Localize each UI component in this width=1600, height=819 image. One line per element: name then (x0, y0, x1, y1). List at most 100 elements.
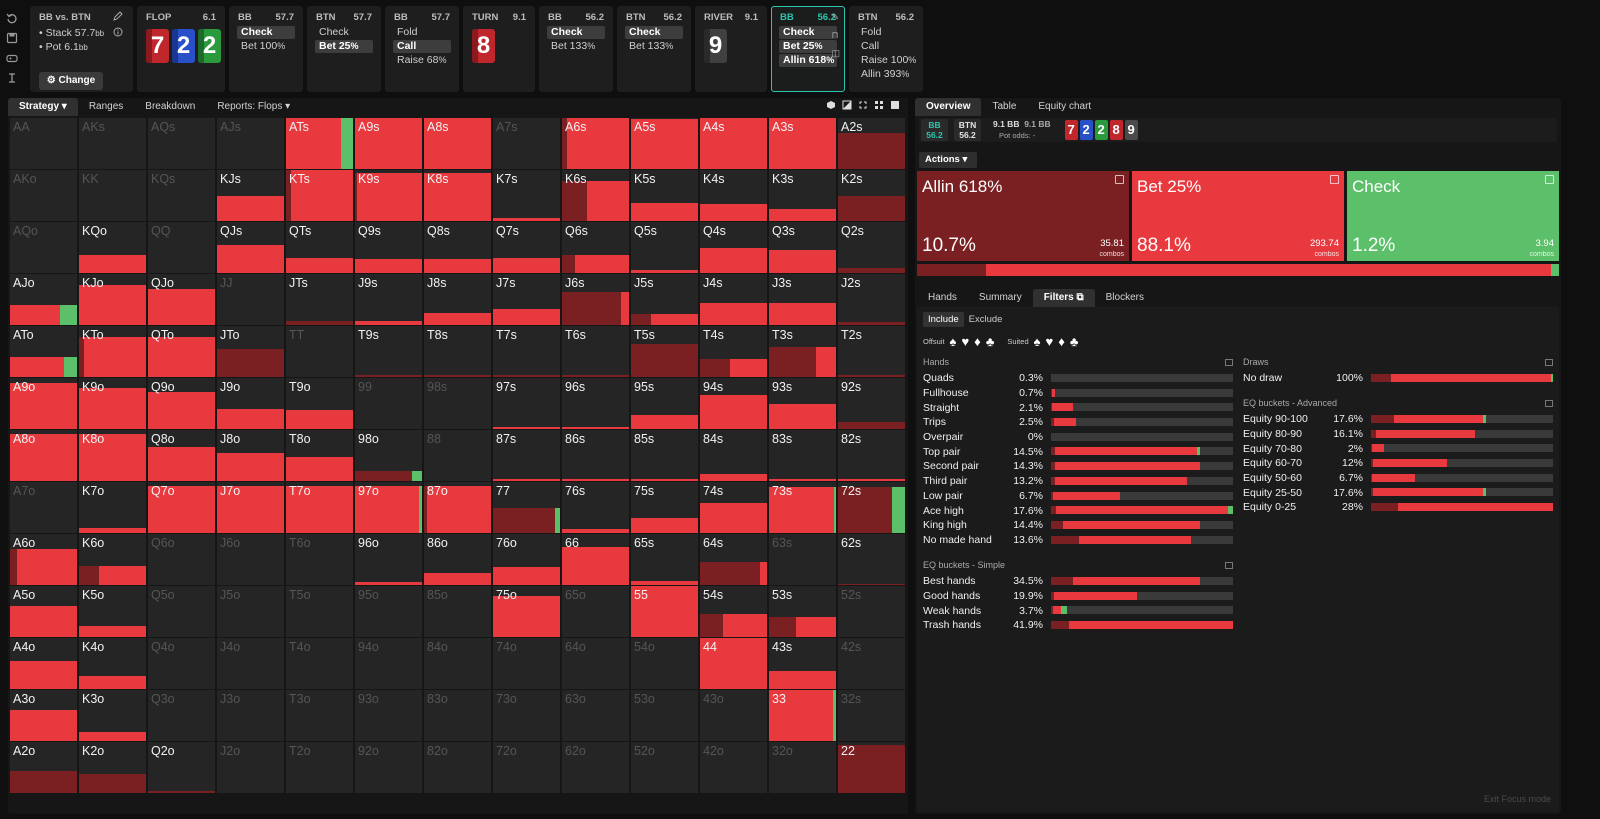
hand-cell[interactable]: 66 (562, 534, 629, 585)
node-turn-4[interactable]: TURN 9.1 8 (463, 6, 535, 92)
collapse-icon[interactable] (1225, 359, 1233, 366)
hand-cell[interactable]: 64s (700, 534, 767, 585)
hand-cell[interactable]: QJs (217, 222, 284, 273)
node-btn-2[interactable]: BTN 57.7 Check Bet 25% (307, 6, 381, 92)
hand-cell[interactable]: AJs (217, 118, 284, 169)
hand-cell[interactable]: J3o (217, 690, 284, 741)
hand-cell[interactable]: 98s (424, 378, 491, 429)
spade-icon[interactable]: ♠ (949, 334, 957, 349)
hand-cell[interactable]: 99 (355, 378, 422, 429)
hand-cell[interactable]: K7s (493, 170, 560, 221)
grid-icon[interactable] (874, 100, 884, 110)
collapse-icon[interactable] (1545, 359, 1553, 366)
hand-cell[interactable]: TT (286, 326, 353, 377)
tab-summary[interactable]: Summary (968, 289, 1033, 307)
filter-row[interactable]: No draw 100% (1243, 371, 1553, 386)
hand-cell[interactable]: 94s (700, 378, 767, 429)
hand-cell[interactable]: K8s (424, 170, 491, 221)
gamepad-icon[interactable] (6, 52, 18, 64)
expand-icon[interactable] (858, 100, 868, 110)
action-option[interactable]: Bet 100% (237, 40, 295, 53)
hand-cell[interactable]: AJo (10, 274, 77, 325)
hand-cell[interactable]: 22 (838, 742, 905, 793)
node-btn-9[interactable]: BTN 56.2 Fold Call Raise 100% Allin 393% (849, 6, 923, 92)
hand-cell[interactable]: AQs (148, 118, 215, 169)
hand-cell[interactable]: 76s (562, 482, 629, 533)
hand-cell[interactable]: KJo (79, 274, 146, 325)
hand-cell[interactable]: QQ (148, 222, 215, 273)
hand-cell[interactable]: Q2s (838, 222, 905, 273)
hand-cell[interactable]: 42o (700, 742, 767, 793)
action-option[interactable]: Raise 100% (857, 54, 916, 67)
action-option[interactable]: Check (237, 26, 295, 39)
hand-cell[interactable]: A4s (700, 118, 767, 169)
hand-cell[interactable]: J2s (838, 274, 905, 325)
filter-row[interactable]: Third pair 13.2% (923, 474, 1233, 489)
expand-icon[interactable] (1115, 175, 1124, 184)
hand-cell[interactable]: 42s (838, 638, 905, 689)
hand-cell[interactable]: QTo (148, 326, 215, 377)
hand-cell[interactable]: 75s (631, 482, 698, 533)
collapse-icon[interactable] (1225, 562, 1233, 569)
node-bb-1[interactable]: BB 57.7 Check Bet 100% (229, 6, 303, 92)
hand-cell[interactable]: 87s (493, 430, 560, 481)
filter-row[interactable]: No made hand 13.6% (923, 533, 1233, 548)
filter-row[interactable]: Trips 2.5% (923, 415, 1233, 430)
hand-cell[interactable]: Q8o (148, 430, 215, 481)
hand-cell[interactable]: 92o (355, 742, 422, 793)
hand-cell[interactable]: A6s (562, 118, 629, 169)
filter-row[interactable]: Equity 0-25 28% (1243, 500, 1553, 515)
hand-cell[interactable]: Q3s (769, 222, 836, 273)
hand-cell[interactable]: 86s (562, 430, 629, 481)
filter-row[interactable]: Equity 60-70 12% (1243, 456, 1553, 471)
hand-cell[interactable]: A8o (10, 430, 77, 481)
hand-cell[interactable]: A7o (10, 482, 77, 533)
suited-spade-icon[interactable]: ♠ (1033, 334, 1041, 349)
hand-cell[interactable]: 53o (631, 690, 698, 741)
node-bb-5[interactable]: BB 56.2 Check Bet 133% (539, 6, 613, 92)
hand-cell[interactable]: Q3o (148, 690, 215, 741)
hand-cell[interactable]: A3o (10, 690, 77, 741)
suited-heart-icon[interactable]: ♥ (1045, 334, 1054, 349)
hand-cell[interactable]: AKs (79, 118, 146, 169)
filter-mode-include[interactable]: Include (923, 312, 964, 327)
hand-cell[interactable]: Q9o (148, 378, 215, 429)
action-option[interactable]: Call (393, 40, 451, 53)
hand-cell[interactable]: 74o (493, 638, 560, 689)
hand-cell[interactable]: J3s (769, 274, 836, 325)
hand-cell[interactable]: 96s (562, 378, 629, 429)
node-btn-6[interactable]: BTN 56.2 Check Bet 133% (617, 6, 691, 92)
hand-cell[interactable]: J7s (493, 274, 560, 325)
action-box-2[interactable]: Check 1.2% 3.94 combos (1347, 171, 1559, 261)
hand-cell[interactable]: T6s (562, 326, 629, 377)
hand-cell[interactable]: 73o (493, 690, 560, 741)
hand-cell[interactable]: K9s (355, 170, 422, 221)
filter-row[interactable]: Low pair 6.7% (923, 489, 1233, 504)
hand-cell[interactable]: 55 (631, 586, 698, 637)
hand-cell[interactable]: 65s (631, 534, 698, 585)
hand-cell[interactable]: Q8s (424, 222, 491, 273)
hand-cell[interactable]: A4o (10, 638, 77, 689)
action-option[interactable]: Call (857, 40, 915, 53)
hand-cell[interactable]: 95o (355, 586, 422, 637)
filter-row[interactable]: Good hands 19.9% (923, 589, 1233, 604)
hand-cell[interactable]: K4o (79, 638, 146, 689)
hand-cell[interactable]: 54s (700, 586, 767, 637)
hand-cell[interactable]: 65o (562, 586, 629, 637)
action-option[interactable]: Bet 25% (315, 40, 373, 53)
hand-cell[interactable]: 63o (562, 690, 629, 741)
hand-cell[interactable]: 52o (631, 742, 698, 793)
hand-cell[interactable]: 76o (493, 534, 560, 585)
compare-icon[interactable]: ◫ (831, 48, 840, 58)
hand-cell[interactable]: K6s (562, 170, 629, 221)
hand-cell[interactable]: J9s (355, 274, 422, 325)
hand-cell[interactable]: 64o (562, 638, 629, 689)
hand-cell[interactable]: AQo (10, 222, 77, 273)
hand-cell[interactable]: T5s (631, 326, 698, 377)
action-option[interactable]: Fold (857, 26, 915, 39)
hand-cell[interactable]: J5o (217, 586, 284, 637)
hand-cell[interactable]: Q4o (148, 638, 215, 689)
hand-cell[interactable]: J2o (217, 742, 284, 793)
hand-cell[interactable]: K3o (79, 690, 146, 741)
action-option[interactable]: Check (315, 26, 373, 39)
